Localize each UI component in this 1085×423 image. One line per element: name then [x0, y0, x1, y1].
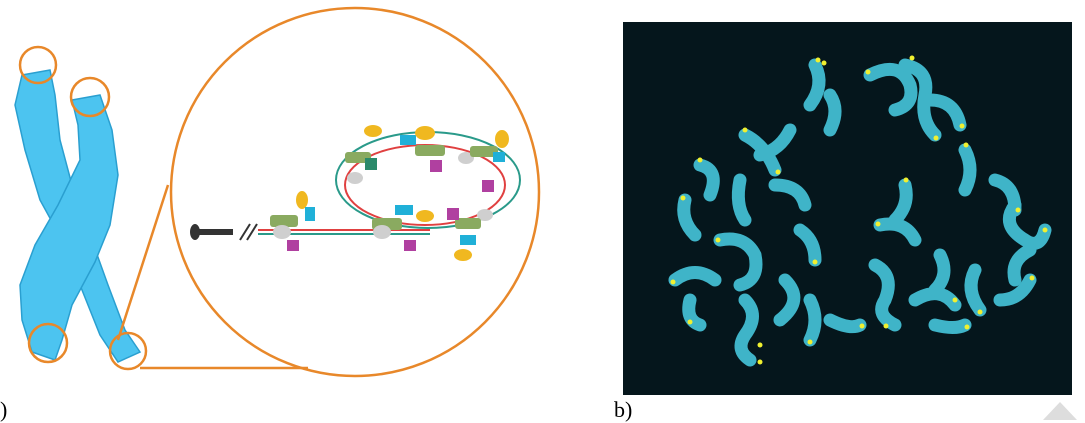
- corner-mark: [1043, 402, 1077, 420]
- chromosome-spread: [810, 300, 815, 340]
- protein: [447, 208, 459, 220]
- panel-label: b): [614, 397, 632, 422]
- signal: [904, 178, 909, 183]
- zoom-line: [118, 185, 168, 340]
- signal: [876, 222, 881, 227]
- signal: [681, 196, 686, 201]
- protein: [493, 152, 505, 162]
- signal: [934, 136, 939, 141]
- chromosome-spread: [965, 150, 970, 190]
- protein: [430, 160, 442, 172]
- signal: [965, 325, 970, 330]
- signal: [1016, 208, 1021, 213]
- micrograph: [623, 22, 1072, 395]
- signal: [884, 324, 889, 329]
- signal: [671, 280, 676, 285]
- protein: [400, 135, 416, 145]
- signal: [860, 324, 865, 329]
- protein: [373, 225, 391, 239]
- chromosome-spread: [935, 325, 965, 328]
- signal: [964, 143, 969, 148]
- protein: [364, 125, 382, 137]
- signal: [822, 61, 827, 66]
- protein: [347, 172, 363, 184]
- signal: [1030, 276, 1035, 281]
- signal: [813, 260, 818, 265]
- protein: [415, 145, 445, 156]
- dna-cap: [190, 224, 200, 240]
- protein: [495, 130, 509, 148]
- shelterin-proteins: [270, 125, 509, 261]
- signal: [808, 340, 813, 345]
- protein: [482, 180, 494, 192]
- protein: [273, 225, 291, 239]
- protein: [395, 205, 413, 215]
- signal: [743, 128, 748, 133]
- protein: [287, 240, 299, 251]
- signal: [960, 124, 965, 129]
- chromosome-spread: [738, 180, 745, 220]
- chromosome: [15, 70, 140, 362]
- figure: ) b): [0, 0, 1085, 423]
- chromosome-spread: [830, 95, 835, 130]
- signal: [758, 343, 763, 348]
- chromosome-spread: [675, 273, 715, 281]
- signal: [758, 360, 763, 365]
- signal: [953, 298, 958, 303]
- signal: [910, 56, 915, 61]
- protein: [365, 158, 377, 170]
- signal: [716, 238, 721, 243]
- signal: [816, 58, 821, 63]
- protein: [454, 249, 472, 261]
- chromosome-spread: [830, 320, 860, 327]
- signal: [1043, 228, 1048, 233]
- panel-label: ): [0, 397, 7, 422]
- signal: [698, 158, 703, 163]
- protein: [415, 126, 435, 140]
- signal: [978, 310, 983, 315]
- protein: [460, 235, 476, 245]
- signal: [688, 320, 693, 325]
- signal: [866, 70, 871, 75]
- protein: [416, 210, 434, 222]
- protein: [404, 240, 416, 251]
- protein: [305, 207, 315, 221]
- t-loop: [190, 125, 520, 261]
- signal: [776, 170, 781, 175]
- protein: [296, 191, 308, 209]
